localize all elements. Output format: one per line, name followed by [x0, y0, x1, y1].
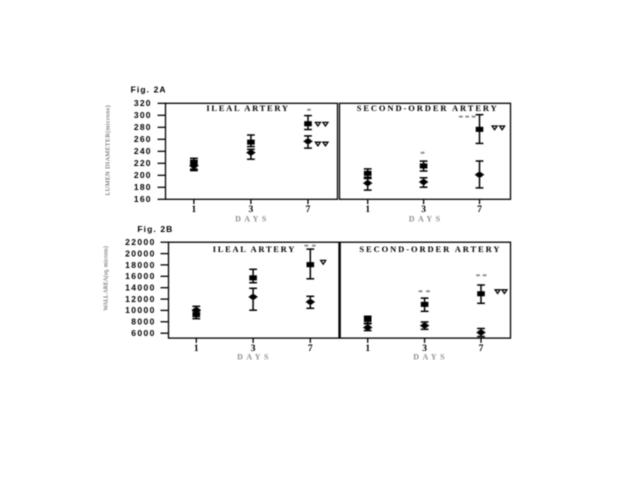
svg-text:7: 7: [308, 344, 313, 354]
svg-text:7: 7: [477, 205, 482, 215]
svg-text:3: 3: [249, 205, 254, 215]
svg-text:DAYS: DAYS: [237, 352, 272, 361]
svg-text:16000: 16000: [125, 271, 156, 281]
svg-text:SECOND-ORDER ARTERY: SECOND-ORDER ARTERY: [359, 244, 501, 254]
svg-text:3: 3: [421, 205, 426, 215]
svg-text:SECOND-ORDER ARTERY: SECOND-ORDER ARTERY: [357, 103, 499, 113]
svg-text:ILEAL ARTERY: ILEAL ARTERY: [206, 103, 289, 113]
svg-text:Fig. 2B: Fig. 2B: [137, 224, 173, 234]
svg-text:20000: 20000: [125, 248, 156, 258]
svg-text:3: 3: [251, 344, 256, 354]
svg-text:DAYS: DAYS: [235, 215, 270, 224]
svg-text:10000: 10000: [125, 305, 156, 315]
svg-text:22000: 22000: [125, 237, 156, 247]
svg-text:1: 1: [194, 344, 199, 354]
svg-text:160: 160: [134, 194, 152, 204]
svg-text:ILEAL ARTERY: ILEAL ARTERY: [213, 244, 296, 254]
svg-text:200: 200: [134, 170, 152, 180]
svg-text:8000: 8000: [131, 317, 156, 327]
svg-text:7: 7: [479, 344, 484, 354]
svg-text:LUMEN DIAMETER(microns): LUMEN DIAMETER(microns): [104, 105, 111, 195]
svg-text:DAYS: DAYS: [409, 215, 444, 224]
svg-text:220: 220: [134, 158, 152, 168]
svg-text:320: 320: [134, 98, 152, 108]
svg-text:7: 7: [306, 205, 311, 215]
svg-text:300: 300: [134, 110, 152, 120]
svg-text:280: 280: [134, 122, 152, 132]
svg-text:Fig. 2A: Fig. 2A: [131, 84, 167, 94]
svg-text:14000: 14000: [125, 283, 156, 293]
svg-text:18000: 18000: [125, 260, 156, 270]
svg-text:240: 240: [134, 146, 152, 156]
svg-text:1: 1: [192, 205, 197, 215]
svg-text:12000: 12000: [125, 294, 156, 304]
svg-text:3: 3: [422, 344, 427, 354]
svg-text:180: 180: [134, 182, 152, 192]
svg-text:DAYS: DAYS: [413, 352, 448, 361]
svg-text:1: 1: [365, 344, 370, 354]
svg-text:260: 260: [134, 134, 152, 144]
svg-text:6000: 6000: [131, 328, 156, 338]
svg-text:1: 1: [365, 205, 370, 215]
svg-text:WALL AREA(sq. microns): WALL AREA(sq. microns): [102, 246, 109, 310]
